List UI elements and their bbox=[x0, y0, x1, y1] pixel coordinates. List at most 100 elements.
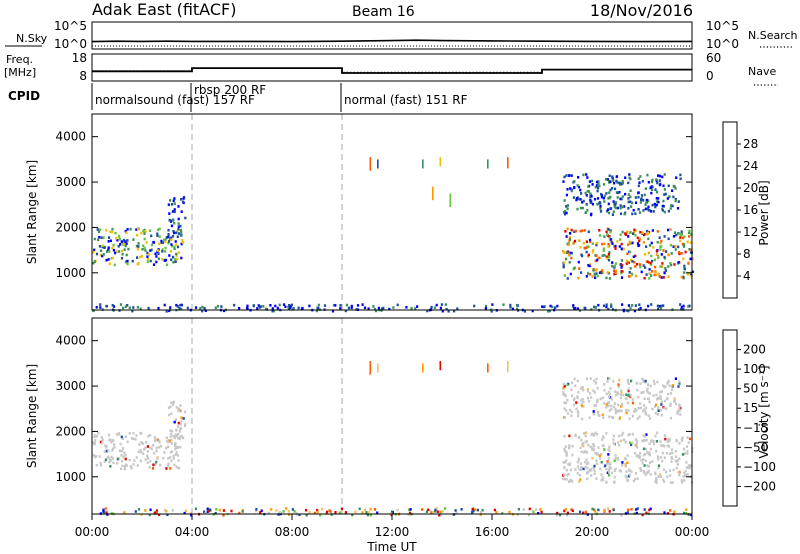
colorbar-frame bbox=[722, 329, 738, 507]
echo-streak bbox=[377, 159, 379, 169]
echo-region bbox=[562, 227, 694, 280]
colorbar-tick-label: 100 bbox=[743, 362, 766, 376]
ytick-label: 3000 bbox=[55, 379, 86, 393]
xaxis-label: Time UT bbox=[366, 540, 417, 554]
nave-tick-low: 0 bbox=[706, 69, 714, 83]
nsky-frame bbox=[91, 21, 693, 50]
power-frame bbox=[91, 113, 693, 311]
nsky-line bbox=[91, 39, 693, 43]
xtick-label: 12:00 bbox=[375, 525, 410, 539]
power-panel: Slant Range [km] 1000 2000 3000 4000 4 8 12 16… bbox=[25, 113, 771, 313]
colorbar-tick-label: 4 bbox=[743, 269, 751, 283]
freq-label-line1: Freq. bbox=[6, 53, 33, 66]
nsky-label: N.Sky bbox=[16, 32, 48, 45]
ytick-label: 4000 bbox=[55, 130, 86, 144]
echo-region bbox=[167, 400, 187, 440]
echo-streak bbox=[432, 186, 434, 201]
echo-streak bbox=[369, 361, 372, 375]
date-title: 18/Nov/2016 bbox=[590, 1, 693, 20]
nsky-panel: N.Sky 10^5 10^0 10^5 10^0 N.Search bbox=[5, 19, 798, 51]
beam-title: Beam 16 bbox=[352, 4, 415, 20]
colorbar-frame bbox=[722, 121, 738, 299]
velocity-colorbar: 200 100 50 15 −15 −50 −100 −200 bbox=[722, 329, 776, 507]
freq-panel: Freq. [MHz] 18 8 60 0 Nave bbox=[4, 51, 778, 86]
ytick-label: 2000 bbox=[55, 220, 86, 234]
time-xaxis: 00:00 04:00 08:00 12:00 16:00 20:00 00:00 bbox=[75, 514, 710, 539]
echo-streak bbox=[439, 157, 442, 167]
colorbar-tick-label: −100 bbox=[743, 460, 776, 474]
echo-streak bbox=[369, 157, 372, 171]
power-colorbar-label: Power [dB] bbox=[757, 180, 771, 245]
ytick-label: 2000 bbox=[55, 424, 86, 438]
echo-region bbox=[167, 195, 187, 239]
colorbar-tick-label: 20 bbox=[743, 181, 758, 195]
freq-label-line2: [MHz] bbox=[4, 66, 36, 79]
echo-streak bbox=[377, 363, 379, 373]
power-colorbar: 4 8 12 16 20 24 28 bbox=[722, 121, 758, 299]
echo-streak bbox=[507, 157, 509, 169]
xtick-label: 00:00 bbox=[675, 525, 710, 539]
echo-region bbox=[562, 377, 682, 421]
colorbar-tick-label: 28 bbox=[743, 137, 758, 151]
colorbar-tick-label: 200 bbox=[743, 343, 766, 357]
nsearch-tick-high: 10^5 bbox=[706, 19, 739, 33]
xtick-label: 04:00 bbox=[175, 525, 210, 539]
station-title: Adak East (fitACF) bbox=[92, 0, 236, 19]
cpid-label: CPID bbox=[8, 89, 40, 103]
colorbar-tick-label: 50 bbox=[743, 382, 758, 396]
freq-plot bbox=[92, 67, 692, 74]
echo-region bbox=[92, 303, 691, 313]
ytick-label: 4000 bbox=[55, 334, 86, 348]
nsearch-label: N.Search bbox=[748, 29, 798, 42]
nsky-plot bbox=[91, 39, 693, 47]
echo-region bbox=[99, 507, 693, 517]
echo-streak bbox=[422, 363, 424, 373]
cpid-row: CPID normalsound (fast) 157 RF rbsp 200 … bbox=[8, 83, 468, 112]
ytick-label: 1000 bbox=[55, 470, 86, 484]
colorbar-tick-label: 15 bbox=[743, 401, 758, 415]
echo-streak bbox=[507, 361, 509, 373]
echo-streak bbox=[487, 159, 489, 169]
velocity-ylabel: Slant Range [km] bbox=[25, 364, 39, 468]
echo-region bbox=[92, 431, 185, 471]
echo-streak bbox=[449, 193, 452, 207]
cpid-program-2: rbsp 200 RF bbox=[194, 83, 266, 97]
nave-label: Nave bbox=[748, 65, 776, 78]
xtick-label: 00:00 bbox=[75, 525, 110, 539]
echo-streak bbox=[439, 361, 442, 371]
colorbar-tick-label: 12 bbox=[743, 225, 758, 239]
cpid-program-3: normal (fast) 151 RF bbox=[344, 93, 468, 107]
colorbar-tick-label: 8 bbox=[743, 247, 751, 261]
colorbar-tick-label: −50 bbox=[743, 440, 768, 454]
echo-streak bbox=[422, 159, 424, 169]
nave-line bbox=[92, 67, 692, 73]
nave-tick-high: 60 bbox=[706, 51, 721, 65]
colorbar-tick-label: 16 bbox=[743, 203, 758, 217]
cpid-program-1: normalsound (fast) 157 RF bbox=[95, 93, 255, 107]
colorbar-tick-label: −200 bbox=[743, 479, 776, 493]
colorbar-tick-label: −15 bbox=[743, 421, 768, 435]
nsky-tick-high: 10^5 bbox=[54, 19, 87, 33]
echo-region bbox=[562, 431, 694, 484]
power-plot bbox=[92, 114, 694, 313]
velocity-plot bbox=[92, 318, 694, 517]
nsky-tick-low: 10^0 bbox=[54, 37, 87, 51]
freq-tick-low: 8 bbox=[79, 69, 87, 83]
echo-region bbox=[562, 173, 682, 217]
colorbar-tick-label: 24 bbox=[743, 159, 758, 173]
echo-streak bbox=[487, 363, 489, 373]
velocity-yaxis: 1000 2000 3000 4000 bbox=[55, 334, 692, 484]
freq-tick-high: 18 bbox=[72, 51, 87, 65]
xtick-label: 08:00 bbox=[275, 525, 310, 539]
xtick-label: 16:00 bbox=[475, 525, 510, 539]
freq-frame bbox=[91, 53, 693, 82]
echo-region bbox=[92, 227, 185, 267]
ytick-label: 3000 bbox=[55, 175, 86, 189]
nsearch-tick-low: 10^0 bbox=[706, 37, 739, 51]
ytick-label: 1000 bbox=[55, 266, 86, 280]
power-ylabel: Slant Range [km] bbox=[25, 160, 39, 264]
xtick-label: 20:00 bbox=[575, 525, 610, 539]
velocity-colorbar-label: Velocity [m s⁻¹] bbox=[757, 365, 771, 458]
